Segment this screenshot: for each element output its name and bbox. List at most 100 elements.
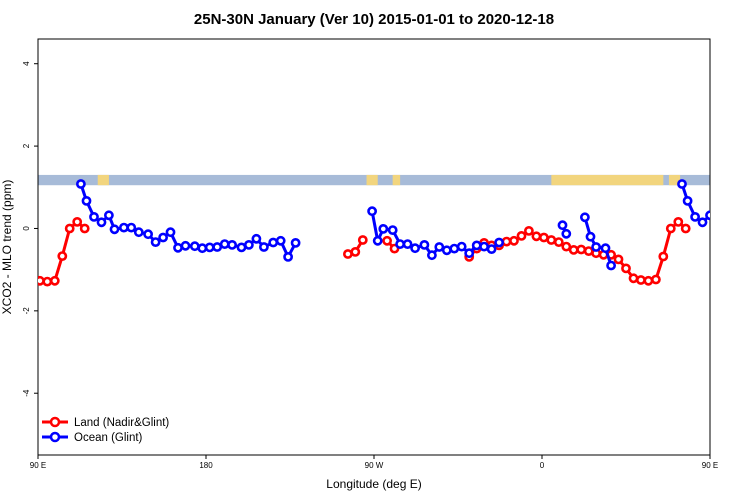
x-tick-label-1: 180 [199,461,213,470]
series-1-point-4-4 [705,210,710,221]
chart-title: 25N-30N January (Ver 10) 2015-01-01 to 2… [194,11,554,28]
series-1-point-0-4 [104,210,114,221]
series-0-point-2-0 [382,235,392,246]
series-0-point-3-8 [524,225,534,236]
series-0-point-0-1 [42,276,53,287]
series-0-point-3-5 [501,236,512,247]
series-1-point-3-3 [600,243,611,254]
band-land-3 [551,174,664,186]
series-1-point-1-13 [464,248,475,259]
series-1-point-0-13 [173,242,183,253]
x-axis-label: Longitude (deg E) [326,477,421,491]
series-1-point-1-8 [426,250,437,261]
series-1-point-0-16 [197,243,208,254]
series-1-point-0-12 [165,227,176,238]
y-axis: -4 -2 0 2 4 [22,61,38,397]
series-1-point-0-1 [81,195,92,206]
series-1-point-0-24 [258,242,269,252]
series-1-point-0-28 [290,237,301,248]
x-tick-label-0: 90 E [30,461,46,470]
y-axis-label: XCO2 - MLO trend (ppm) [0,180,14,315]
series-0-point-3-9 [531,231,542,242]
series-1-line-3 [583,216,613,266]
series-0-point-3-12 [553,237,564,247]
series-layer [38,179,750,287]
series-1-point-1-3 [387,225,398,235]
surface-band [38,174,710,186]
series-1-point-0-0 [76,179,86,189]
series-0-point-3-13 [561,241,572,252]
series-1-point-1-11 [449,243,460,254]
series-1-point-0-5 [109,224,120,235]
series-1-point-0-9 [143,229,153,240]
series-0-point-3-23 [636,275,646,285]
legend: Land (Nadir&Glint) Ocean (Glint) [42,416,169,444]
series-1-point-0-26 [275,235,286,246]
series-1-point-1-15 [479,241,489,252]
series-1-point-4-2 [690,211,700,222]
series-0-point-0-4 [64,223,75,234]
series-1-point-4-7 [729,224,736,231]
series-1-point-4-9 [746,231,750,238]
series-1-point-0-15 [189,241,200,252]
y-tick-label-2: 0 [22,226,31,231]
y-tick-label-1: -2 [22,307,31,315]
series-1-point-0-25 [268,237,279,248]
legend-label-ocean: Ocean (Glint) [74,432,143,444]
series-1-point-0-23 [251,233,262,244]
series-1 [76,179,750,271]
series-1-point-1-10 [441,245,452,256]
series-1-point-1-1 [372,235,383,246]
series-1-point-0-18 [212,242,223,252]
series-1-point-0-17 [204,242,215,253]
series-0-point-3-14 [568,244,579,255]
y-tick-label-3: 2 [22,143,31,148]
series-1-point-1-14 [471,240,482,251]
series-0-point-3-7 [516,230,527,241]
series-1-point-0-27 [283,251,293,262]
legend-label-land: Land (Nadir&Glint) [74,417,169,429]
series-1-point-3-2 [591,242,601,252]
x-tick-label-3: 0 [540,461,545,470]
series-1-point-4-3 [697,217,708,228]
series-0-point-0-5 [72,216,83,227]
series-1-point-4-6 [721,224,728,231]
series-1-point-4-0 [677,179,687,189]
series-0 [38,216,691,287]
series-1-point-0-8 [133,227,144,238]
series-0-point-3-24 [643,275,654,286]
series-1-point-4-5 [712,226,719,233]
series-0-point-3-6 [509,235,519,246]
series-0-point-3-29 [680,223,691,234]
series-1-point-0-11 [158,232,168,243]
series-1-point-0-7 [126,222,137,233]
band-land-1 [366,174,378,186]
series-0-point-3-15 [576,244,587,255]
series-1-point-1-17 [494,237,504,248]
series-1-point-1-7 [419,239,430,250]
series-0-point-0-2 [49,275,60,286]
series-0-point-0-3 [57,251,68,261]
series-0-point-0-6 [79,223,90,234]
y-tick-label-4: 4 [22,61,31,66]
legend-marker-ocean [49,431,61,443]
x-axis: 90 E 180 90 W 0 90 E [30,455,718,470]
series-1-point-0-2 [89,211,99,222]
series-1-point-0-22 [243,239,254,250]
series-1-point-3-4 [606,260,616,271]
band-land-4 [668,174,681,186]
series-1-point-0-10 [150,237,161,247]
series-1-point-1-5 [402,239,413,249]
x-tick-label-2: 90 W [365,461,384,470]
series-0-point-3-11 [546,235,557,245]
series-1-point-3-1 [585,231,596,242]
series-0-point-0-0 [38,275,45,286]
series-1-point-1-9 [434,242,445,252]
series-1-point-2-1 [561,228,572,239]
series-0-point-3-28 [673,216,684,227]
series-1-point-0-14 [180,240,191,251]
x-tick-label-4: 90 E [702,461,718,470]
band-land-2 [392,174,401,186]
series-0-point-3-21 [621,263,631,274]
